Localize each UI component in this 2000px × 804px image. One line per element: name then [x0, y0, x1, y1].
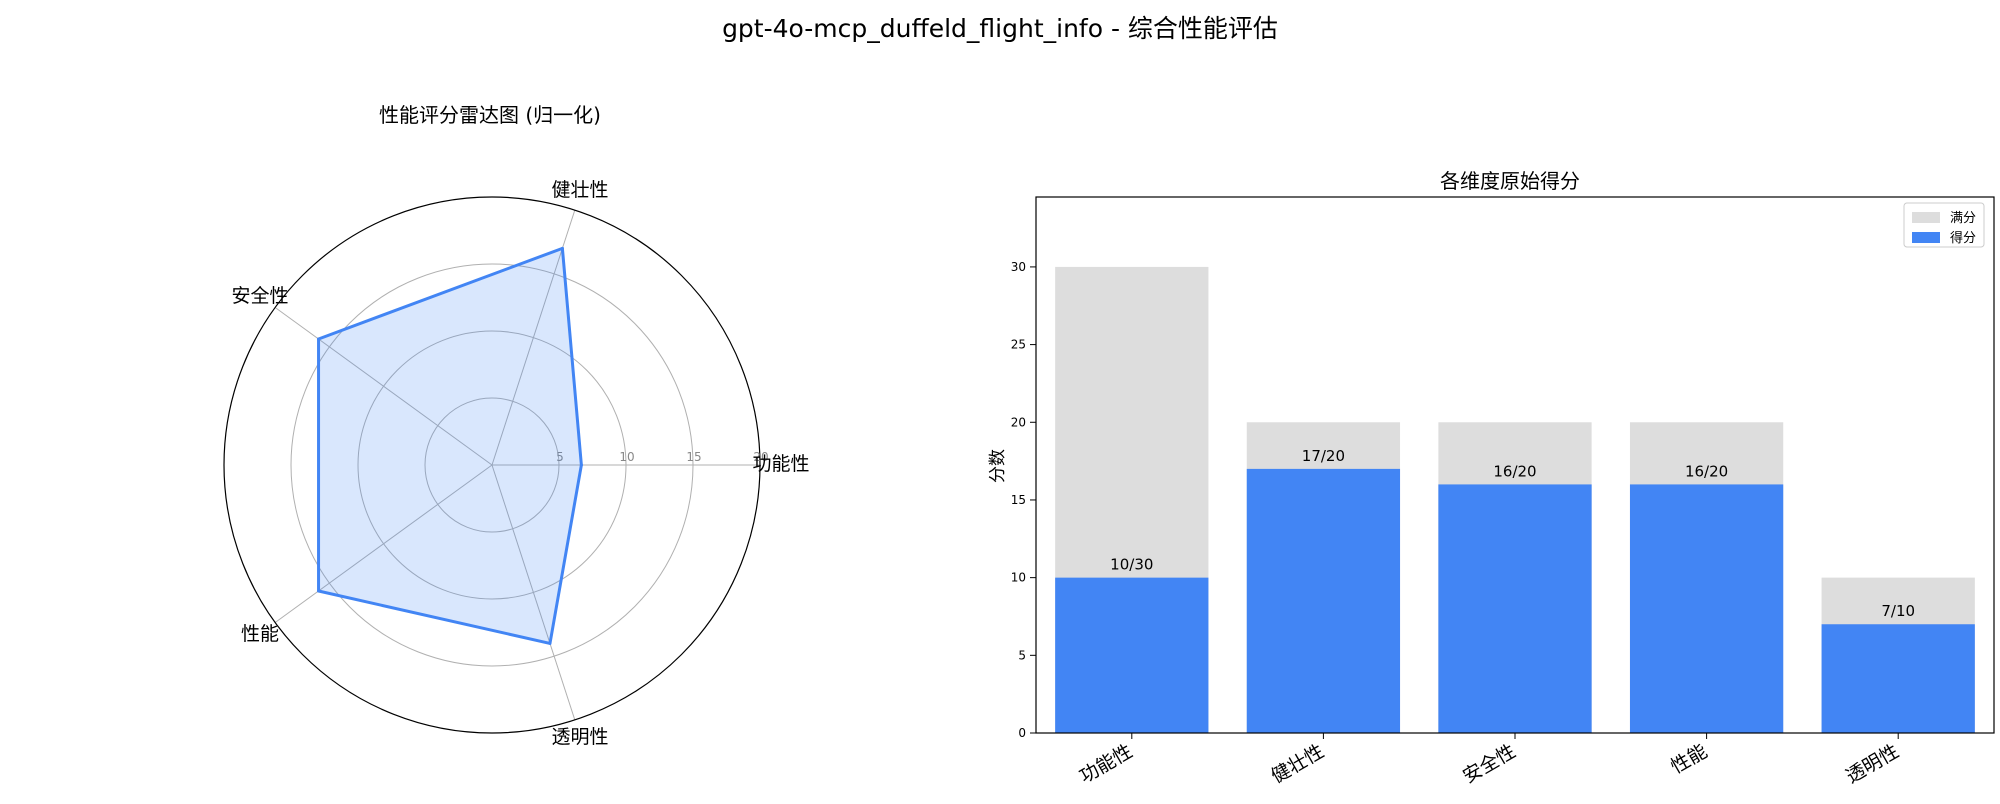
- bar-score: [1822, 624, 1975, 733]
- y-tick-label: 5: [1018, 648, 1026, 662]
- radar-area: [319, 248, 582, 643]
- bar-score: [1247, 469, 1400, 733]
- bar-title: 各维度原始得分: [1440, 169, 1580, 193]
- legend-entry: 得分: [1950, 230, 1976, 246]
- radar-point: [317, 590, 320, 593]
- radar-category-label: 功能性: [752, 453, 809, 475]
- bar-score: [1630, 484, 1783, 733]
- y-tick-label: 25: [1011, 338, 1026, 352]
- legend-entry: 满分: [1950, 211, 1976, 226]
- x-tick-label: 健壮性: [1268, 740, 1328, 788]
- x-tick-label: 安全性: [1459, 740, 1519, 788]
- y-tick-label: 15: [1011, 493, 1026, 507]
- y-tick-label: 0: [1018, 726, 1026, 740]
- radar-point: [580, 464, 583, 467]
- bar-data-label: 17/20: [1302, 447, 1345, 465]
- x-tick-label: 透明性: [1842, 740, 1902, 788]
- legend-swatch: [1912, 212, 1940, 223]
- y-tick-label: 10: [1011, 571, 1026, 585]
- bar-data-label: 10/30: [1110, 556, 1153, 574]
- bar-data-label: 16/20: [1493, 462, 1536, 480]
- radar-title: 性能评分雷达图 (归一化): [379, 103, 601, 127]
- radar-category-label: 透明性: [551, 726, 608, 748]
- radar-category-label: 性能: [241, 623, 279, 645]
- bar-score: [1055, 578, 1208, 733]
- x-tick-label: 功能性: [1076, 740, 1136, 788]
- bar-data-label: 7/10: [1881, 602, 1915, 620]
- radar-point: [561, 247, 564, 250]
- radar-category-label: 健壮性: [551, 179, 608, 201]
- bar-score: [1438, 484, 1591, 733]
- radar-point: [548, 642, 551, 645]
- bar-data-label: 16/20: [1685, 462, 1728, 480]
- radar-point: [317, 337, 320, 340]
- x-tick-label: 性能: [1667, 740, 1711, 778]
- radar-tick-label: 15: [686, 450, 701, 464]
- bar-chart: 各维度原始得分 分数 0 5 10 15 20 25 30 功能性 健壮性 安全性 性能 透明性 10/…: [988, 169, 1994, 788]
- figure-title: gpt-4o-mcp_duffeld_flight_info - 综合性能评估: [722, 14, 1278, 43]
- radar-category-label: 安全性: [231, 285, 288, 307]
- legend-swatch: [1912, 232, 1940, 243]
- radar-tick-label: 10: [619, 450, 634, 464]
- y-axis-label: 分数: [988, 449, 1008, 483]
- y-tick-label: 30: [1011, 260, 1026, 274]
- y-tick-label: 20: [1011, 415, 1026, 429]
